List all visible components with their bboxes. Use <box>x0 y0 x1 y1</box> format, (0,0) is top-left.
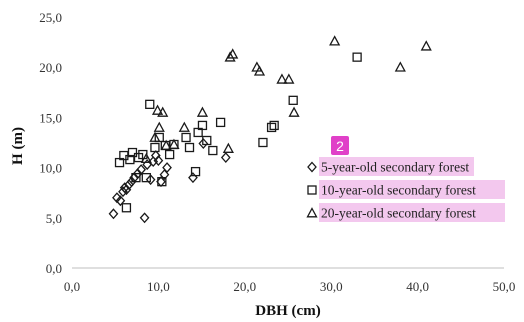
data-point-triangle <box>253 65 266 76</box>
data-point-square <box>157 177 167 187</box>
data-point-square <box>215 117 226 128</box>
data-point-square <box>190 166 201 177</box>
data-point-triangle <box>288 106 300 117</box>
data-point-square <box>127 147 138 158</box>
data-point-triangle <box>276 73 288 84</box>
data-point-triangle <box>329 35 341 46</box>
data-point-triangle <box>160 139 172 150</box>
data-point-diamond <box>124 179 134 191</box>
legend-triangle-marker <box>306 207 318 218</box>
x-tick-label: 10,0 <box>147 279 170 294</box>
y-tick-label: 20,0 <box>39 60 62 75</box>
x-tick-label: 30,0 <box>320 279 343 294</box>
data-point-square <box>266 122 277 133</box>
data-point-triangle <box>157 106 169 117</box>
data-point-square <box>164 149 175 160</box>
legend: 5-year-old secondary forest 10-year-old s… <box>306 136 505 222</box>
data-point-triangle <box>151 104 164 115</box>
data-point-diamond <box>150 150 161 162</box>
data-point-triangle <box>196 106 209 117</box>
legend-highlight <box>319 180 505 199</box>
data-point-diamond <box>108 208 119 220</box>
x-tick-label: 40,0 <box>406 279 429 294</box>
data-point-diamond <box>132 168 143 180</box>
legend-diamond-marker <box>307 161 317 173</box>
data-point-diamond <box>153 155 164 167</box>
data-point-square <box>150 142 160 153</box>
data-point-square <box>258 137 268 148</box>
data-point-diamond <box>145 174 156 186</box>
data-point-triangle <box>394 61 406 72</box>
data-point-square <box>208 145 218 156</box>
x-tick-label: 50,0 <box>493 279 516 294</box>
y-tick-label: 0,0 <box>46 261 62 276</box>
data-point-square <box>121 203 132 213</box>
legend-badge-box <box>331 136 349 155</box>
y-tick-label: 5,0 <box>46 211 62 226</box>
data-point-triangle <box>227 48 239 59</box>
plot-area <box>108 35 432 224</box>
y-tick-label: 10,0 <box>39 161 62 176</box>
data-point-diamond <box>136 164 146 176</box>
data-point-triangle <box>153 121 165 132</box>
y-axis-title: H (m) <box>10 127 26 165</box>
data-point-square <box>202 135 212 146</box>
y-tick-label: 15,0 <box>39 110 62 125</box>
data-point-square <box>352 52 362 62</box>
data-point-square <box>181 132 191 143</box>
x-axis-title: DBH (cm) <box>255 303 320 319</box>
data-point-diamond <box>220 152 231 164</box>
data-point-square <box>269 120 279 131</box>
legend-badge-number: 2 <box>336 138 344 154</box>
data-point-triangle <box>168 138 180 149</box>
legend-label: 20-year-old secondary forest <box>321 206 476 221</box>
data-point-square <box>141 172 151 183</box>
data-point-square <box>197 120 208 131</box>
data-point-square <box>288 95 298 105</box>
legend-label: 10-year-old secondary forest <box>321 183 476 198</box>
series-triangle <box>140 35 432 164</box>
data-point-triangle <box>178 121 190 132</box>
data-point-diamond <box>162 162 172 174</box>
x-tick-label: 0,0 <box>64 279 80 294</box>
data-point-triangle <box>283 73 295 84</box>
x-tick-label: 20,0 <box>233 279 256 294</box>
data-point-triangle <box>224 51 236 62</box>
data-point-square <box>131 172 141 183</box>
legend-highlight <box>319 203 505 222</box>
legend-highlight <box>319 157 474 176</box>
data-point-diamond <box>159 169 170 181</box>
data-point-diamond <box>115 195 126 207</box>
y-tick-labels: 0,0 5,0 10,0 15,0 20,0 25,0 <box>39 10 62 276</box>
data-point-triangle <box>420 40 432 51</box>
data-point-triangle <box>149 131 161 142</box>
data-point-diamond <box>198 138 209 149</box>
data-point-diamond <box>126 176 137 188</box>
x-tick-labels: 0,0 10,0 20,0 30,0 40,0 50,0 <box>64 279 516 294</box>
legend-square-marker <box>307 185 317 195</box>
data-point-square <box>145 99 155 109</box>
y-tick-label: 25,0 <box>39 10 62 25</box>
data-point-triangle <box>222 142 234 153</box>
legend-label: 5-year-old secondary forest <box>321 160 469 175</box>
axes: 0,0 10,0 20,0 30,0 40,0 50,0 0,05,010,015,020… <box>10 10 515 319</box>
data-point-diamond <box>139 212 150 224</box>
data-point-square <box>184 142 195 153</box>
data-point-triangle <box>140 152 152 164</box>
data-point-diamond <box>188 172 198 184</box>
